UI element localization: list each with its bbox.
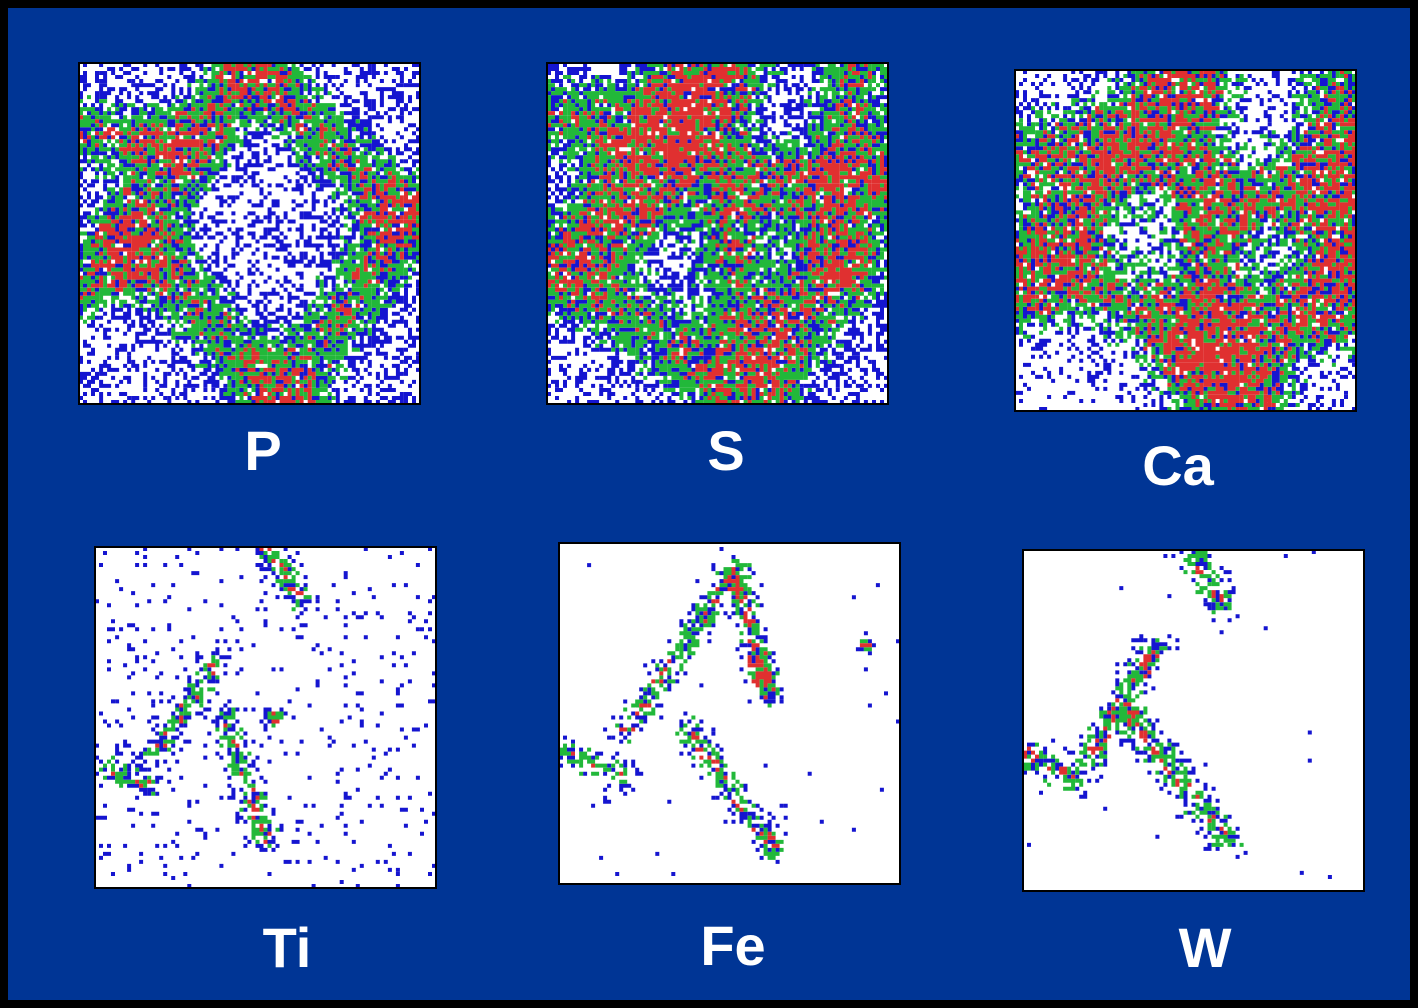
element-label: S (707, 419, 744, 482)
element-label: P (244, 419, 281, 482)
element-map (559, 543, 900, 884)
element-label: Ti (263, 916, 312, 979)
element-map (1023, 550, 1364, 891)
element-label: Fe (700, 914, 765, 977)
page: {"panels": [{"label": "P"}, {"label": "S… (0, 0, 1418, 1008)
element-label: W (1179, 916, 1232, 979)
element-label: Ca (1142, 434, 1214, 497)
slide: P S Ca Ti Fe W (0, 0, 1418, 1008)
